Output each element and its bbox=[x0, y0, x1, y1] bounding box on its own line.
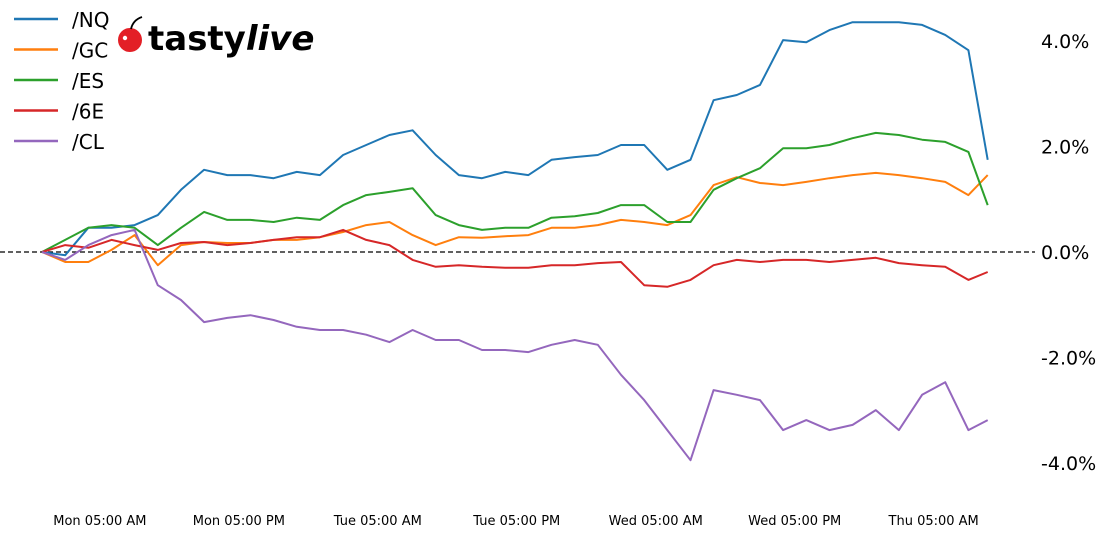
x-tick-label: Tue 05:00 PM bbox=[472, 514, 560, 529]
x-tick-label: Wed 05:00 AM bbox=[609, 514, 703, 529]
y-tick-label: 4.0% bbox=[1041, 31, 1089, 53]
x-tick-label: Tue 05:00 AM bbox=[333, 514, 422, 529]
legend-entry: /NQ bbox=[14, 8, 109, 32]
svg-text:tastylive: tastylive bbox=[148, 19, 314, 59]
series-layer bbox=[41, 21, 989, 462]
logo-text-tasty: tasty bbox=[148, 19, 246, 59]
legend-entry: /CL bbox=[14, 130, 105, 154]
x-tick-label: Mon 05:00 PM bbox=[193, 514, 285, 529]
y-tick-label: 2.0% bbox=[1041, 137, 1089, 159]
y-tick-label: -4.0% bbox=[1041, 453, 1096, 475]
legend-label: /ES bbox=[72, 69, 104, 93]
legend: /NQ/GC/ES/6E/CL bbox=[14, 8, 109, 154]
cherry-icon bbox=[118, 28, 142, 52]
legend-label: /NQ bbox=[72, 8, 109, 32]
series-line-nq bbox=[41, 21, 989, 257]
y-axis-ticks: 4.0% 2.0% 0.0% -2.0% -4.0% bbox=[1041, 31, 1096, 475]
x-tick-label: Mon 05:00 AM bbox=[53, 514, 146, 529]
legend-label: /GC bbox=[72, 39, 108, 63]
legend-label: /CL bbox=[72, 130, 105, 154]
logo-text-live: live bbox=[246, 19, 315, 59]
x-tick-label: Wed 05:00 PM bbox=[748, 514, 841, 529]
legend-entry: /GC bbox=[14, 39, 108, 63]
x-tick-label: Thu 05:00 AM bbox=[888, 514, 979, 529]
series-line-es bbox=[41, 131, 989, 253]
y-tick-label: -2.0% bbox=[1041, 347, 1096, 369]
legend-entry: /6E bbox=[14, 100, 104, 124]
y-tick-label: 0.0% bbox=[1041, 242, 1089, 264]
tastylive-logo: tastylive bbox=[118, 16, 314, 59]
x-axis-ticks: Mon 05:00 AM Mon 05:00 PM Tue 05:00 AM Tue … bbox=[53, 514, 979, 529]
series-line-6e bbox=[41, 228, 989, 288]
legend-label: /6E bbox=[72, 100, 104, 124]
series-line-cl bbox=[41, 228, 989, 462]
legend-entry: /ES bbox=[14, 69, 104, 93]
